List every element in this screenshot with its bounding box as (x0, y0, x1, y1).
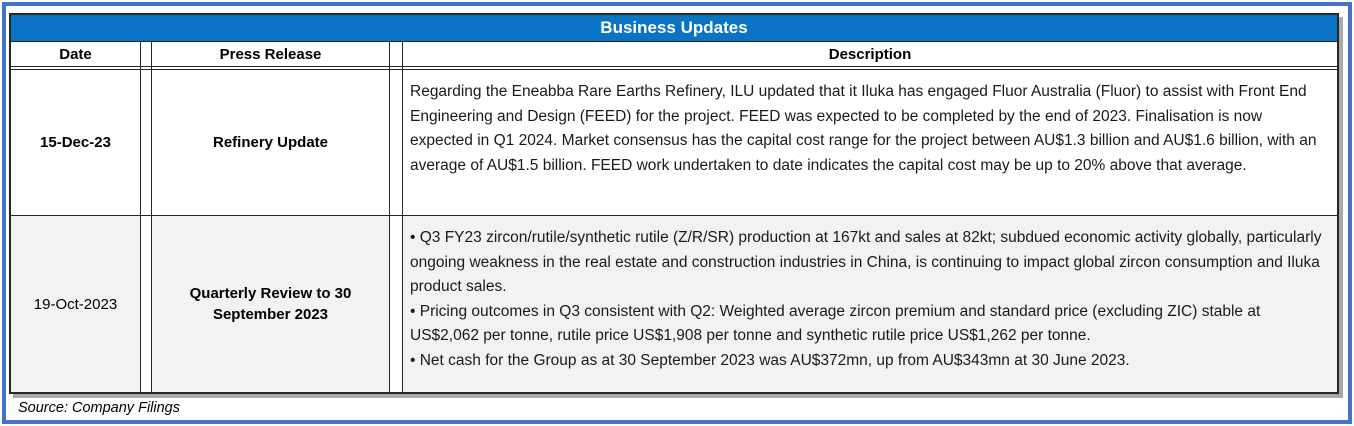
header-separator (141, 67, 152, 70)
business-updates-table: Business Updates Date Press Release Desc… (9, 13, 1339, 394)
source-note: Source: Company Filings (18, 400, 180, 416)
column-spacer (390, 216, 403, 392)
column-spacer (141, 70, 152, 216)
row1-description-paragraph: Regarding the Eneabba Rare Earths Refine… (410, 83, 1317, 174)
header-separator (152, 67, 390, 70)
column-header-description: Description (403, 42, 1337, 67)
column-spacer (141, 216, 152, 392)
row1-description: Regarding the Eneabba Rare Earths Refine… (403, 70, 1337, 216)
row2-description: • Q3 FY23 zircon/rutile/synthetic rutile… (403, 216, 1337, 392)
row2-description-bullet: • Pricing outcomes in Q3 consistent with… (410, 302, 1261, 345)
row2-description-bullet: • Q3 FY23 zircon/rutile/synthetic rutile… (410, 229, 1322, 296)
column-spacer (390, 70, 403, 216)
row2-press-release-text: Quarterly Review to 30 September 2023 (189, 285, 352, 323)
header-separator (11, 67, 141, 70)
column-header-press-release: Press Release (152, 42, 390, 67)
row1-press-release: Refinery Update (152, 70, 390, 216)
row2-date: 19-Oct-2023 (11, 216, 141, 392)
header-separator (403, 67, 1337, 70)
row2-press-release: Quarterly Review to 30 September 2023 (152, 216, 390, 392)
column-header-date: Date (11, 42, 141, 67)
column-spacer (141, 42, 152, 67)
row1-press-release-text: Refinery Update (212, 134, 329, 151)
row1-date: 15-Dec-23 (11, 70, 141, 216)
header-separator (390, 67, 403, 70)
table-title: Business Updates (11, 15, 1337, 42)
row2-description-bullet: • Net cash for the Group as at 30 Septem… (410, 351, 1130, 369)
column-spacer (390, 42, 403, 67)
